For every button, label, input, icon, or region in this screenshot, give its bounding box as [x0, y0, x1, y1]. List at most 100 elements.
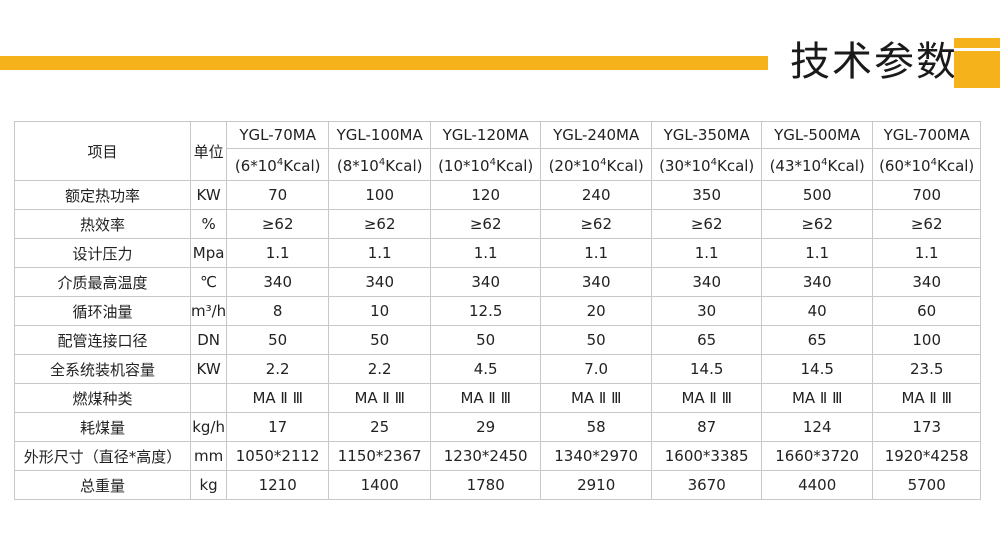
capacity-suffix: Kcal) — [606, 157, 644, 175]
table-row: 总重量 kg 1210 1400 1780 2910 3670 4400 5700 — [14, 470, 982, 500]
row-label: 设计压力 — [14, 238, 191, 268]
model-header-cell: YGL-70MA (6*104Kcal) — [226, 121, 330, 181]
table-row: 燃煤种类 MA Ⅱ Ⅲ MA Ⅱ Ⅲ MA Ⅱ Ⅲ MA Ⅱ Ⅲ MA Ⅱ Ⅲ MA Ⅱ Ⅲ… — [14, 383, 982, 413]
model-header-cell: YGL-100MA (8*104Kcal) — [328, 121, 432, 181]
table-row: 热效率% ≥62 ≥62 ≥62 ≥62 ≥62 ≥62 ≥62 — [14, 209, 982, 239]
table-cell: 1210 — [226, 470, 330, 500]
table-cell: 1.1 — [540, 238, 653, 268]
table-cell: MA Ⅱ Ⅲ — [226, 383, 330, 413]
row-unit: ℃ — [189, 267, 228, 297]
table-cell: 1050*2112 — [226, 441, 330, 471]
table-cell: 2910 — [540, 470, 653, 500]
row-unit: kg/h — [189, 412, 228, 442]
capacity-suffix: Kcal) — [716, 157, 755, 175]
table-row: 设计压力 Mpa 1.1 1.1 1.1 1.1 1.1 1.1 1.1 — [14, 238, 982, 268]
row-unit: mm — [189, 441, 228, 471]
table-cell: 12.5 — [430, 296, 542, 326]
table-cell: 2.2 — [226, 354, 330, 384]
table-cell: 70 — [226, 180, 330, 210]
model-name: YGL-120MA — [442, 126, 529, 144]
table-row: 介质最高温度 ℃ 340 340 340 340 340 340 340 — [14, 267, 982, 297]
row-unit: Mpa — [189, 238, 228, 268]
table-cell: ≥62 — [328, 209, 432, 239]
table-cell: ≥62 — [872, 209, 982, 239]
model-name: YGL-70MA — [239, 126, 316, 144]
table-cell: 124 — [761, 412, 874, 442]
header-accent-box — [954, 38, 1000, 88]
table-cell: ≥62 — [651, 209, 763, 239]
table-cell: MA Ⅱ Ⅲ — [540, 383, 653, 413]
table-cell: 1660*3720 — [761, 441, 874, 471]
table-row: 配管连接口径 DN 50 50 50 50 65 65 100 — [14, 325, 982, 355]
table-cell: MA Ⅱ Ⅲ — [651, 383, 763, 413]
capacity-exponent: 4 — [821, 157, 828, 168]
model-capacity: (30*104Kcal) — [652, 148, 762, 180]
row-unit: KW — [189, 180, 228, 210]
table-cell: 340 — [328, 267, 432, 297]
model-header-cell: YGL-350MA (30*104Kcal) — [651, 121, 763, 181]
row-label: 额定热功率 — [14, 180, 191, 210]
capacity-exponent: 4 — [600, 157, 607, 168]
row-unit: m³/h — [189, 296, 228, 326]
table-row: 额定热功率 KW 70 100 120 240 350 500 700 — [14, 180, 982, 210]
table-cell: 340 — [651, 267, 763, 297]
table-cell: 340 — [872, 267, 982, 297]
parameters-table: 项目 单位 YGL-70MA (6*104Kcal) YGL-100MA (8*104… — [14, 121, 982, 500]
table-cell: ≥62 — [540, 209, 653, 239]
model-header-cell: YGL-500MA (43*104Kcal) — [761, 121, 874, 181]
table-cell: 87 — [651, 412, 763, 442]
table-cell: 1230*2450 — [430, 441, 542, 471]
table-cell: 14.5 — [761, 354, 874, 384]
row-label: 循环油量 — [14, 296, 191, 326]
table-cell: 240 — [540, 180, 653, 210]
model-capacity: (60*104Kcal) — [873, 148, 981, 180]
table-cell: 50 — [540, 325, 653, 355]
capacity-exponent: 4 — [930, 157, 937, 168]
table-cell: 340 — [226, 267, 330, 297]
table-cell: 7.0 — [540, 354, 653, 384]
model-capacity: (6*104Kcal) — [227, 148, 329, 180]
model-name: YGL-700MA — [883, 126, 970, 144]
page-title: 技术参数 — [790, 39, 958, 85]
table-cell: 1780 — [430, 470, 542, 500]
row-label: 燃煤种类 — [14, 383, 191, 413]
table-cell: 1.1 — [328, 238, 432, 268]
table-row: 耗煤量 kg/h 17 25 29 58 87 124 173 — [14, 412, 982, 442]
model-name: YGL-350MA — [663, 126, 750, 144]
model-capacity: (20*104Kcal) — [541, 148, 652, 180]
table-cell: 50 — [430, 325, 542, 355]
table-cell: 120 — [430, 180, 542, 210]
table-cell: ≥62 — [761, 209, 874, 239]
table-cell: 23.5 — [872, 354, 982, 384]
capacity-suffix: Kcal) — [827, 157, 865, 175]
table-cell: MA Ⅱ Ⅲ — [328, 383, 432, 413]
table-cell: 4.5 — [430, 354, 542, 384]
table-cell: MA Ⅱ Ⅲ — [872, 383, 982, 413]
capacity-prefix: (6*10 — [234, 157, 277, 175]
model-header-cell: YGL-120MA (10*104Kcal) — [430, 121, 542, 181]
model-header-cell: YGL-700MA (60*104Kcal) — [872, 121, 982, 181]
header-box-stripe-top — [954, 38, 1000, 48]
table-cell: 1.1 — [430, 238, 542, 268]
table-cell: 1150*2367 — [328, 441, 432, 471]
table-cell: 20 — [540, 296, 653, 326]
header-unit: 单位 — [189, 121, 228, 181]
table-cell: 100 — [328, 180, 432, 210]
table-cell: 100 — [872, 325, 982, 355]
row-label: 耗煤量 — [14, 412, 191, 442]
model-capacity: (8*104Kcal) — [329, 148, 431, 180]
table-cell: 3670 — [651, 470, 763, 500]
capacity-suffix: Kcal) — [283, 157, 321, 175]
row-label: 配管连接口径 — [14, 325, 191, 355]
table-cell: ≥62 — [226, 209, 330, 239]
table-cell: 5700 — [872, 470, 982, 500]
table-cell: 1.1 — [872, 238, 982, 268]
table-cell: 4400 — [761, 470, 874, 500]
table-cell: 17 — [226, 412, 330, 442]
capacity-prefix: (20*10 — [548, 157, 601, 175]
table-cell: 173 — [872, 412, 982, 442]
capacity-prefix: (10*10 — [438, 157, 490, 175]
table-cell: 2.2 — [328, 354, 432, 384]
table-cell: 1.1 — [226, 238, 330, 268]
table-header-row: 项目 单位 YGL-70MA (6*104Kcal) YGL-100MA (8*104… — [14, 121, 982, 181]
